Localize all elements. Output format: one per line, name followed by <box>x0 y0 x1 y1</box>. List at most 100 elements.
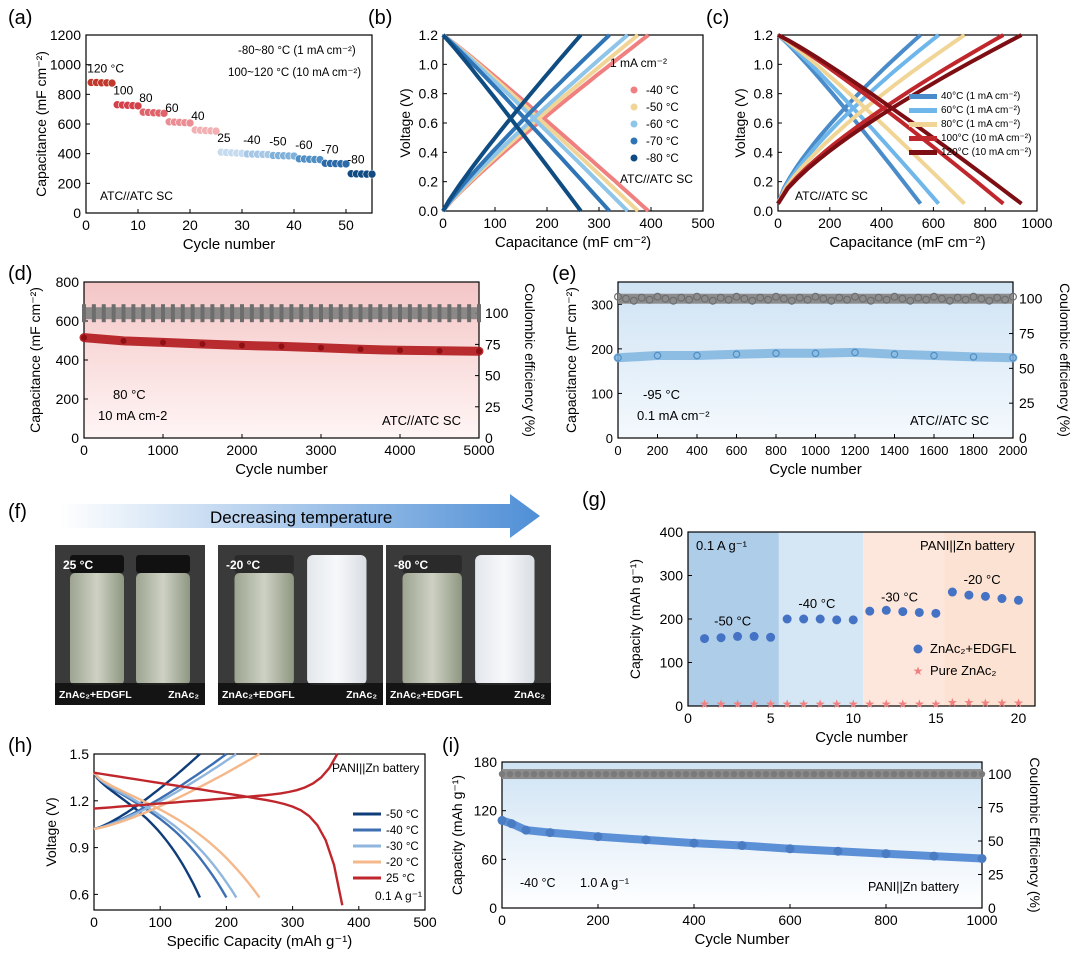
x-tick-label: 1600 <box>920 443 949 458</box>
efficiency-point <box>771 292 780 301</box>
efficiency-point <box>348 304 353 323</box>
x-tick-label: 30 <box>234 217 250 233</box>
photo-left-label: ZnAc₂+EDGFL <box>222 689 295 701</box>
group-label: -70 <box>321 142 339 156</box>
legend-marker <box>630 86 638 94</box>
efficiency-point <box>827 296 836 305</box>
efficiency-point <box>732 292 741 301</box>
chart-d: 0 1000 2000 3000 4000 50000200400600800Cycle … <box>27 274 538 478</box>
efficiency-point <box>685 295 694 304</box>
y-axis-title: Voltage (V) <box>43 797 59 866</box>
x-tick-label: 5000 <box>463 442 494 458</box>
capacitance-point <box>732 350 741 359</box>
efficiency-point <box>738 770 746 778</box>
x-tick-label: 20 <box>182 217 198 233</box>
efficiency-point <box>953 293 962 302</box>
x-axis-title: Specific Capacity (mAh g⁻¹) <box>167 933 352 950</box>
photo-temp: -80 °C <box>394 558 428 572</box>
legend-label: -70 °C <box>646 136 679 148</box>
efficiency-point <box>562 770 570 778</box>
legend-label: ZnAc₂+EDGFL <box>930 641 1016 656</box>
efficiency-point <box>795 293 804 302</box>
y-tick-label: 400 <box>56 352 80 368</box>
vial-left <box>234 573 294 685</box>
efficiency-point <box>570 770 578 778</box>
efficiency-point <box>692 292 701 301</box>
legend-label: 120°C (10 mA cm⁻²) <box>941 147 1031 158</box>
legend-swatch <box>909 136 937 141</box>
efficiency-point <box>653 292 662 301</box>
series-charge-curve <box>441 33 611 213</box>
x-tick-label: 15 <box>928 710 944 726</box>
x-tick-label: 200 <box>586 912 610 928</box>
data-point-star: ★ <box>964 696 975 710</box>
photo-label-strip <box>386 683 551 705</box>
efficiency-point <box>977 294 986 303</box>
efficiency-point <box>358 304 363 323</box>
efficiency-point <box>677 293 686 302</box>
efficiency-point <box>629 296 638 305</box>
y2-tick-label: 50 <box>485 368 501 384</box>
x-tick-label: 50 <box>338 217 354 233</box>
efficiency-point <box>1008 292 1017 301</box>
capacity-point <box>497 815 507 825</box>
current-label: 1.0 A g⁻¹ <box>580 876 629 890</box>
series-discharge-curve <box>776 33 966 206</box>
efficiency-point <box>756 293 765 302</box>
vial-cap <box>402 555 462 573</box>
y-tick-label: 0.6 <box>419 115 439 131</box>
data-point <box>964 590 974 600</box>
legend-label: -30 °C <box>386 841 419 853</box>
chart-h: 0 100 200 300 400 500 0.6 0.9 1.2 1.5 Specific Cap… <box>43 746 437 950</box>
x-tick-label: 100 <box>483 215 507 231</box>
photo-left-label: ZnAc₂+EDGFL <box>390 689 463 701</box>
y-tick-label: 0 <box>606 431 613 446</box>
efficiency-point <box>906 296 915 305</box>
current-label: 0.1 A g⁻¹ <box>696 538 748 553</box>
x-tick-label: 0 <box>439 215 447 231</box>
capacitance-point <box>930 351 938 360</box>
x-tick-label: 600 <box>726 443 748 458</box>
chart-e: 0 200 400 600 800 1000 1200 1400 1600 1800 2000010… <box>563 281 1073 478</box>
efficiency-point <box>634 770 642 778</box>
efficiency-point <box>890 770 898 778</box>
x-tick-label: 1800 <box>959 443 988 458</box>
y-tick-label: 200 <box>660 611 684 627</box>
efficiency-point <box>730 770 738 778</box>
photo-right-label: ZnAc₂ <box>346 689 377 701</box>
data-point-star: ★ <box>798 697 809 711</box>
x-axis-title: Cycle number <box>183 236 276 253</box>
legend-label: -40 °C <box>386 825 419 837</box>
efficiency-point <box>866 770 874 778</box>
series-charge-curve <box>441 33 583 212</box>
x-tick-label: 400 <box>639 215 663 231</box>
efficiency-point <box>898 770 906 778</box>
efficiency-point <box>210 304 215 323</box>
efficiency-point <box>779 294 788 303</box>
data-point-star: ★ <box>947 696 958 710</box>
data-point-star: ★ <box>848 697 859 711</box>
y-tick-label: 0 <box>675 698 683 714</box>
efficiency-point <box>538 770 546 778</box>
efficiency-point <box>279 304 284 323</box>
x-tick-label: 200 <box>215 914 239 930</box>
efficiency-point <box>858 770 866 778</box>
legend-swatch <box>909 94 937 99</box>
y-axis-title: Capacitance (mF cm⁻²) <box>563 287 579 433</box>
data-point-star: ★ <box>930 697 941 711</box>
capacitance-point <box>436 347 443 354</box>
x-axis-title: Capacitance (mF cm⁻²) <box>495 234 651 251</box>
y-tick-label: 300 <box>591 297 613 312</box>
y-tick-label: 0.4 <box>419 144 439 160</box>
x-tick-label: 300 <box>587 215 611 231</box>
y-tick-label: 0 <box>73 205 81 221</box>
x-tick-label: 10 <box>130 217 146 233</box>
efficiency-point <box>220 304 225 323</box>
efficiency-point <box>645 295 654 304</box>
efficiency-point <box>922 770 930 778</box>
efficiency-point <box>835 293 844 302</box>
efficiency-point <box>690 770 698 778</box>
efficiency-point <box>874 293 883 302</box>
